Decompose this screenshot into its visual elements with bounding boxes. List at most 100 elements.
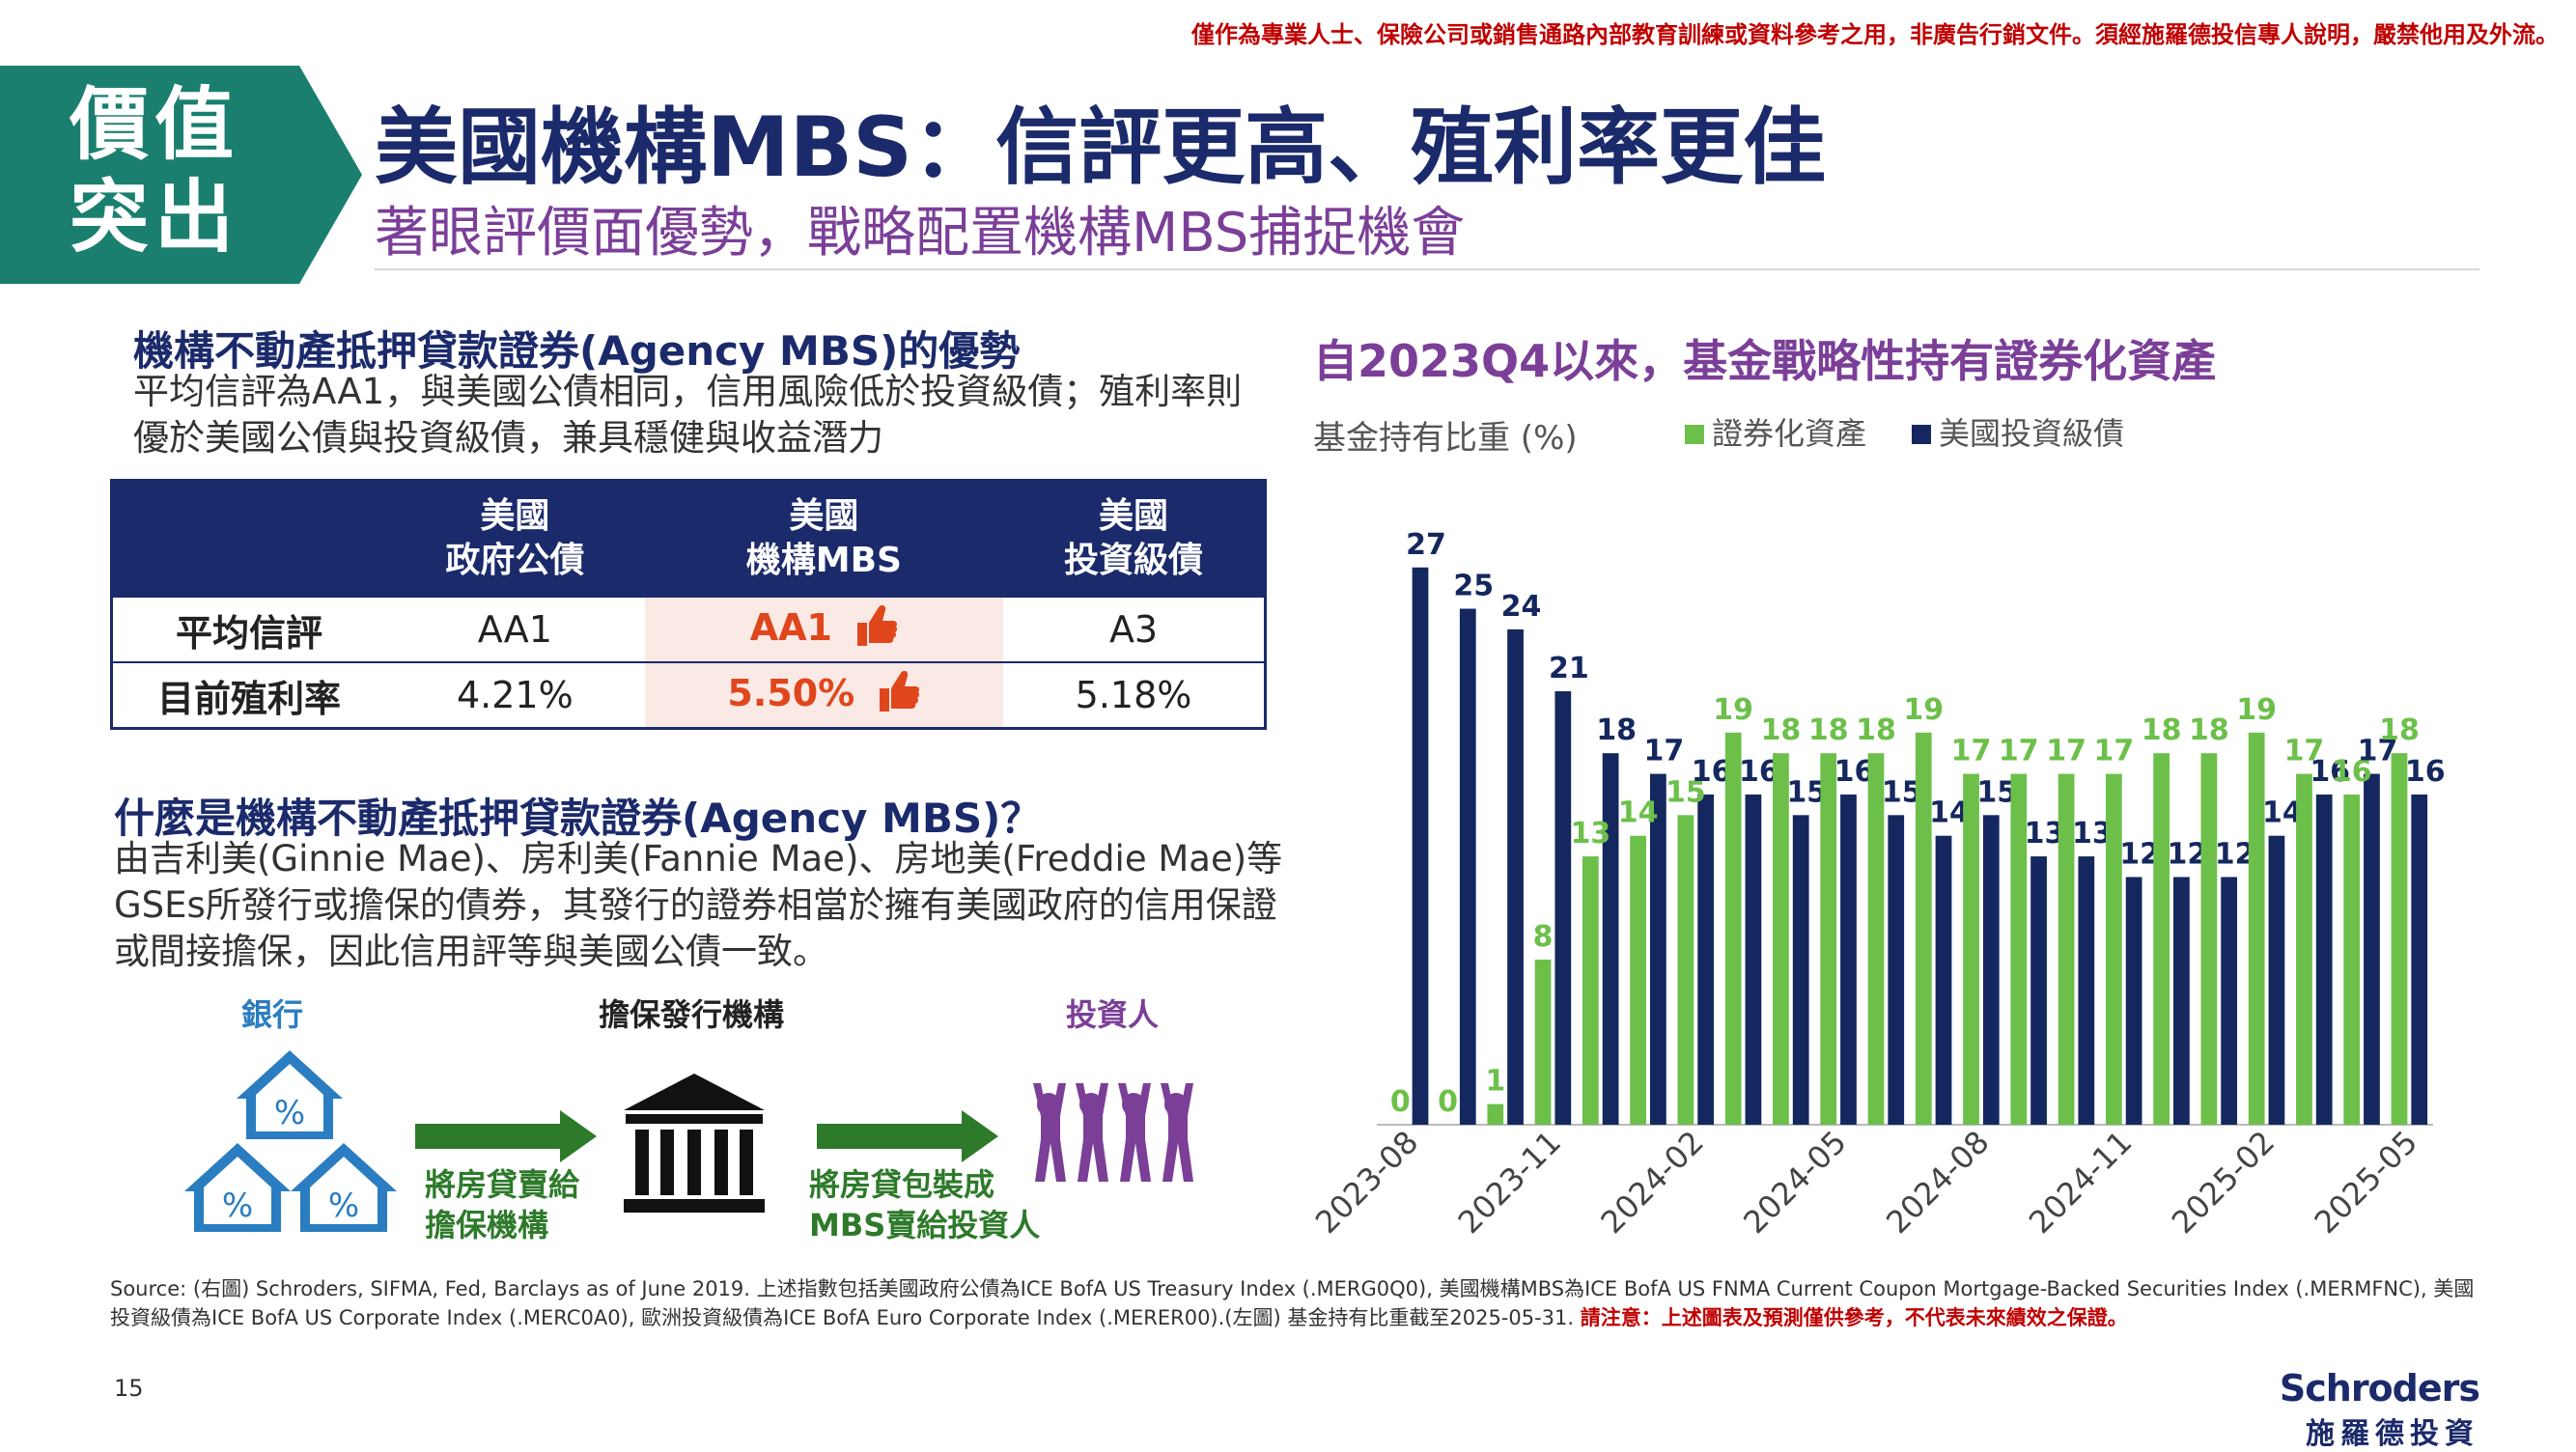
column-header-line: 美國 xyxy=(480,496,550,536)
data-label-us-ig: 24 xyxy=(1501,590,1542,624)
data-label-us-ig: 17 xyxy=(2358,735,2398,768)
data-label-us-ig: 12 xyxy=(2168,837,2208,871)
arrow-label-line: MBS賣給投資人 xyxy=(809,1207,1041,1243)
data-label-us-ig: 15 xyxy=(1882,775,1922,809)
bar-securitized xyxy=(2058,773,2075,1125)
percent-symbol: % xyxy=(274,1094,305,1132)
data-label-us-ig: 13 xyxy=(2072,817,2113,851)
cell-mbs-rating: AA1 xyxy=(749,605,832,649)
data-label-securitized: 13 xyxy=(1570,817,1610,851)
data-label-securitized: 17 xyxy=(1951,735,1992,768)
data-label-securitized: 18 xyxy=(1856,713,1896,747)
bar-securitized xyxy=(1630,835,1646,1125)
issuer-label: 擔保發行機構 xyxy=(599,996,785,1033)
advantage-description: 平均信評為AA1，與美國公債相同，信用風險低於投資級債；殖利率則優於美國公債與投… xyxy=(133,371,1243,459)
advantage-heading: 機構不動產抵押貸款證券(Agency MBS)的優勢 xyxy=(133,327,1021,375)
value-badge: 價值 突出 xyxy=(0,66,362,284)
house-icon: % xyxy=(184,1143,291,1232)
page-subtitle: 著眼評價面優勢，戰略配置機構MBS捕捉機會 xyxy=(375,202,1466,265)
column-header-line: 美國 xyxy=(789,496,859,536)
data-label-securitized: 8 xyxy=(1533,920,1554,954)
arrow-label-line: 擔保機構 xyxy=(425,1207,549,1243)
data-label-securitized: 18 xyxy=(2189,713,2229,747)
table-corner-cell xyxy=(111,480,385,597)
data-label-us-ig: 27 xyxy=(1406,528,1446,562)
data-label-us-ig: 16 xyxy=(2405,755,2446,789)
table-row: 目前殖利率 4.21% 5.50% 5.18% xyxy=(111,661,1266,729)
data-label-us-ig: 14 xyxy=(2262,796,2303,830)
percent-symbol: % xyxy=(328,1187,359,1225)
data-label-securitized: 16 xyxy=(2332,755,2372,789)
what-description: 由吉利美(Ginnie Mae)、房利美(Fannie Mae)、房地美(Fre… xyxy=(114,838,1283,972)
data-label-us-ig: 12 xyxy=(2119,837,2160,871)
brand-name-zh: 施羅德投資 xyxy=(2306,1417,2479,1451)
data-label-securitized: 18 xyxy=(2142,713,2182,747)
data-label-securitized: 19 xyxy=(1903,693,1944,727)
arrow-label-line: 將房貸賣給 xyxy=(425,1166,580,1203)
source-warning: 請注意：上述圖表及預測僅供參考，不代表未來績效之保證。 xyxy=(1580,1306,2128,1329)
column-header-line: 投資級債 xyxy=(1064,541,1204,580)
bar-us-ig xyxy=(1697,794,1715,1125)
title-divider xyxy=(375,268,2479,270)
institution-building-icon xyxy=(624,1074,765,1213)
x-tick-label: 2024-05 xyxy=(1736,1124,1853,1241)
house-icon: % xyxy=(237,1050,343,1139)
bar-us-ig xyxy=(2315,794,2333,1125)
bar-securitized xyxy=(2391,753,2408,1125)
disclaimer-text: 僅作為專業人士、保險公司或銷售通路內部教育訓練或資料參考之用，非廣告行銷文件。須… xyxy=(1191,21,2559,48)
data-label-us-ig: 15 xyxy=(1976,775,2017,809)
bar-securitized xyxy=(1773,753,1789,1125)
page-title: 美國機構MBS：信評更高、殖利率更佳 xyxy=(375,99,1827,196)
badge-line-2: 突出 xyxy=(70,172,240,264)
x-tick-label: 2023-11 xyxy=(1451,1124,1568,1241)
bar-us-ig xyxy=(2078,856,2095,1125)
data-label-us-ig: 12 xyxy=(2215,837,2255,871)
bar-securitized xyxy=(1582,856,1599,1125)
data-label-us-ig: 16 xyxy=(2310,755,2350,789)
bar-us-ig xyxy=(2411,794,2428,1125)
legend-swatch xyxy=(1685,425,1704,444)
bar-us-ig xyxy=(1554,691,1572,1125)
cell-ig-yield: 5.18% xyxy=(1003,661,1266,729)
x-tick-label: 2024-08 xyxy=(1879,1124,1996,1241)
table-header-row: 美國 政府公債 美國 機構MBS 美國 投資級債 xyxy=(111,480,1266,597)
x-tick-label: 2024-02 xyxy=(1594,1124,1711,1241)
arrow-label-line: 將房貸包裝成 xyxy=(809,1166,995,1203)
column-header-investment-grade: 美國 投資級債 xyxy=(1003,480,1266,597)
data-label-securitized: 15 xyxy=(1666,775,1706,809)
x-tick-label: 2025-02 xyxy=(2165,1124,2282,1241)
source-text: Source: (右圖) Schroders, SIFMA, Fed, Barc… xyxy=(110,1277,2475,1329)
data-label-us-ig: 18 xyxy=(1596,713,1637,747)
bar-securitized xyxy=(2153,753,2170,1125)
bar-us-ig xyxy=(2364,773,2380,1125)
percent-symbol: % xyxy=(222,1187,253,1225)
investors-group-icon xyxy=(1033,1083,1193,1182)
badge-line-1: 價值 xyxy=(70,79,240,171)
data-label-us-ig: 13 xyxy=(2025,817,2065,851)
data-label-securitized: 0 xyxy=(1390,1085,1411,1119)
arrow-right-icon xyxy=(817,1110,998,1162)
data-label-securitized: 14 xyxy=(1618,796,1659,830)
arrow-2-label: 將房貸包裝成 MBS賣給投資人 xyxy=(809,1164,1040,1245)
bar-securitized xyxy=(2296,773,2312,1125)
column-header-treasury: 美國 政府公債 xyxy=(385,480,645,597)
data-label-us-ig: 14 xyxy=(1929,796,1970,830)
bar-securitized xyxy=(1867,753,1885,1125)
y-axis-label: 基金持有比重 (%) xyxy=(1313,419,1578,458)
data-label-us-ig: 16 xyxy=(1692,755,1732,789)
x-tick-label: 2023-08 xyxy=(1308,1124,1425,1241)
legend-label: 美國投資級債 xyxy=(1939,415,2124,452)
bar-us-ig xyxy=(1602,753,1619,1125)
what-heading: 什麼是機構不動產抵押貸款證券(Agency MBS)？ xyxy=(114,795,1042,842)
brand-name: Schroders xyxy=(2279,1367,2480,1410)
bar-us-ig xyxy=(1650,773,1666,1125)
person-icon xyxy=(1076,1083,1108,1182)
bar-us-ig xyxy=(2221,877,2238,1125)
bar-securitized xyxy=(1534,959,1552,1125)
thumbs-up-icon xyxy=(855,603,898,656)
bar-us-ig xyxy=(2173,877,2190,1125)
bar-securitized xyxy=(2200,753,2218,1125)
bar-securitized xyxy=(2105,773,2122,1125)
cell-mbs-yield-highlight: 5.50% xyxy=(644,661,1004,729)
data-label-securitized: 0 xyxy=(1438,1085,1458,1119)
